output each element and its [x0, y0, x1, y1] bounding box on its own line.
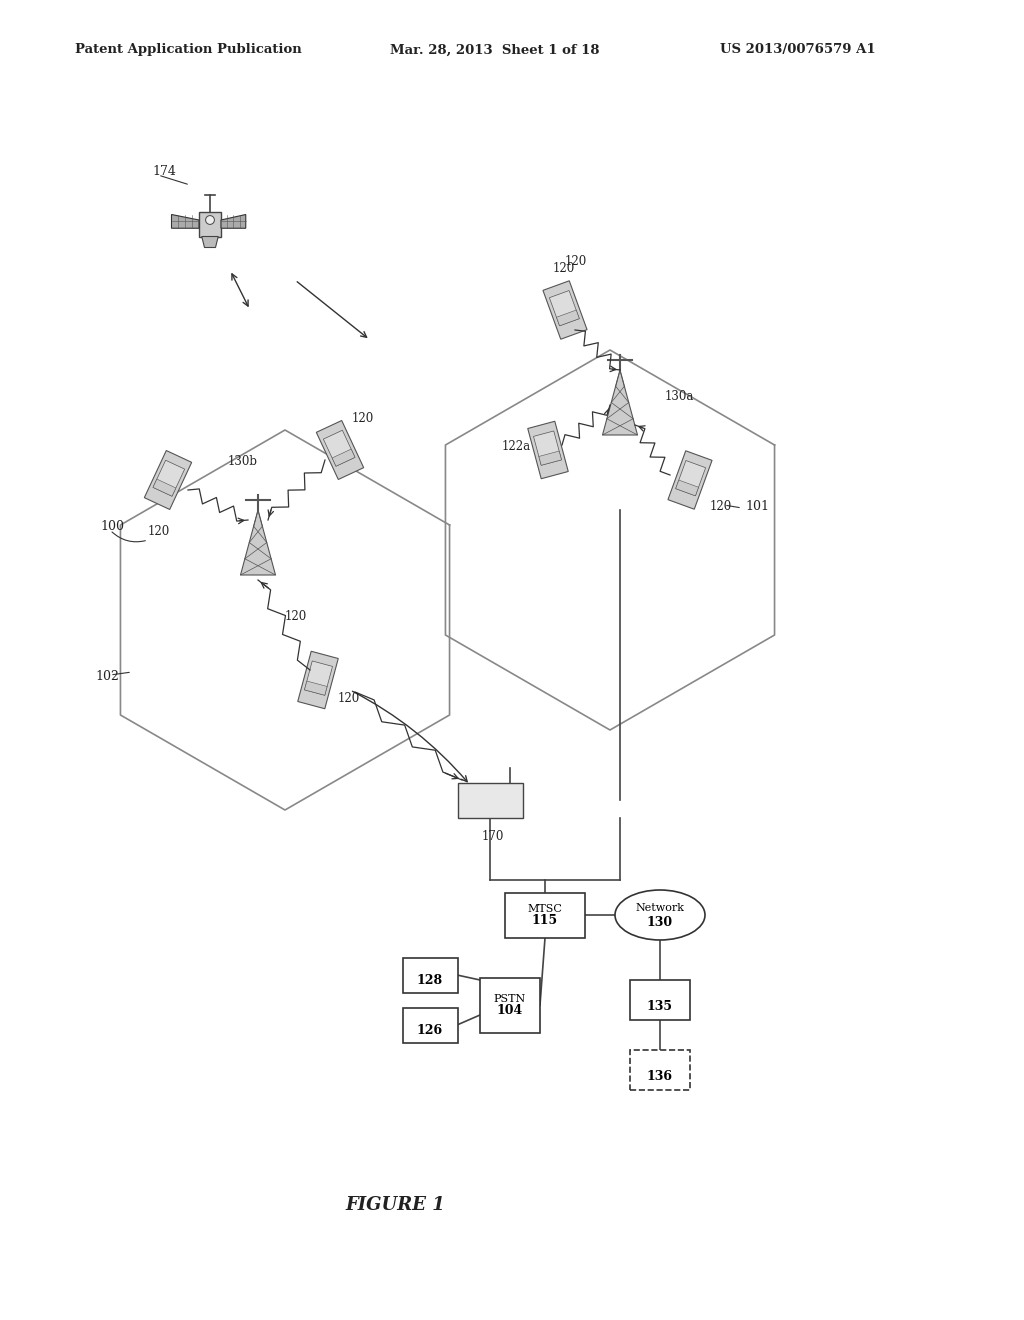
- Polygon shape: [539, 451, 561, 465]
- Bar: [630, 1049, 690, 1090]
- Polygon shape: [153, 461, 184, 496]
- Text: 120: 120: [285, 610, 307, 623]
- Polygon shape: [676, 480, 698, 496]
- Text: Network: Network: [636, 903, 684, 913]
- Text: 122a: 122a: [502, 440, 531, 453]
- Polygon shape: [221, 214, 246, 228]
- Text: 115: 115: [531, 915, 558, 928]
- Bar: [480, 978, 540, 1032]
- Polygon shape: [668, 450, 712, 510]
- Text: 120: 120: [148, 525, 170, 539]
- Text: 130b: 130b: [228, 455, 258, 469]
- Circle shape: [206, 215, 214, 224]
- Polygon shape: [304, 661, 333, 696]
- Text: 130a: 130a: [665, 389, 694, 403]
- Polygon shape: [171, 214, 199, 228]
- Text: 104: 104: [497, 1005, 523, 1018]
- Text: 174: 174: [152, 165, 176, 178]
- Text: 120: 120: [565, 255, 587, 268]
- Polygon shape: [602, 370, 638, 436]
- Bar: [402, 1007, 458, 1043]
- Text: 135: 135: [647, 999, 673, 1012]
- Text: 120: 120: [710, 500, 732, 513]
- Bar: [505, 892, 585, 937]
- Text: 130: 130: [647, 916, 673, 928]
- Polygon shape: [316, 421, 364, 479]
- Polygon shape: [556, 310, 580, 326]
- Text: 136: 136: [647, 1069, 673, 1082]
- Polygon shape: [304, 681, 327, 696]
- Bar: [458, 783, 522, 817]
- Polygon shape: [144, 450, 191, 510]
- Polygon shape: [332, 449, 355, 466]
- Text: 128: 128: [417, 974, 443, 987]
- Bar: [402, 957, 458, 993]
- Polygon shape: [202, 236, 218, 248]
- Text: 126: 126: [417, 1024, 443, 1038]
- Text: Patent Application Publication: Patent Application Publication: [75, 44, 302, 57]
- Text: 101: 101: [745, 500, 769, 513]
- Text: 100: 100: [100, 520, 124, 533]
- Text: FIGURE 1: FIGURE 1: [345, 1196, 444, 1214]
- Polygon shape: [534, 430, 561, 465]
- Text: 120: 120: [352, 412, 374, 425]
- Polygon shape: [324, 430, 355, 466]
- Text: 120: 120: [338, 692, 360, 705]
- Polygon shape: [527, 421, 568, 479]
- Bar: [630, 979, 690, 1020]
- Text: PSTN: PSTN: [494, 994, 526, 1005]
- Text: US 2013/0076579 A1: US 2013/0076579 A1: [720, 44, 876, 57]
- Polygon shape: [199, 211, 221, 236]
- Text: 120: 120: [553, 261, 575, 275]
- Ellipse shape: [615, 890, 705, 940]
- Polygon shape: [153, 479, 176, 496]
- Polygon shape: [543, 281, 587, 339]
- Text: MTSC: MTSC: [527, 904, 562, 913]
- Polygon shape: [298, 651, 338, 709]
- Text: Mar. 28, 2013  Sheet 1 of 18: Mar. 28, 2013 Sheet 1 of 18: [390, 44, 599, 57]
- Text: 170: 170: [482, 830, 505, 843]
- Polygon shape: [241, 510, 275, 576]
- Polygon shape: [549, 290, 580, 326]
- Text: 102: 102: [95, 671, 119, 682]
- Polygon shape: [676, 461, 706, 496]
